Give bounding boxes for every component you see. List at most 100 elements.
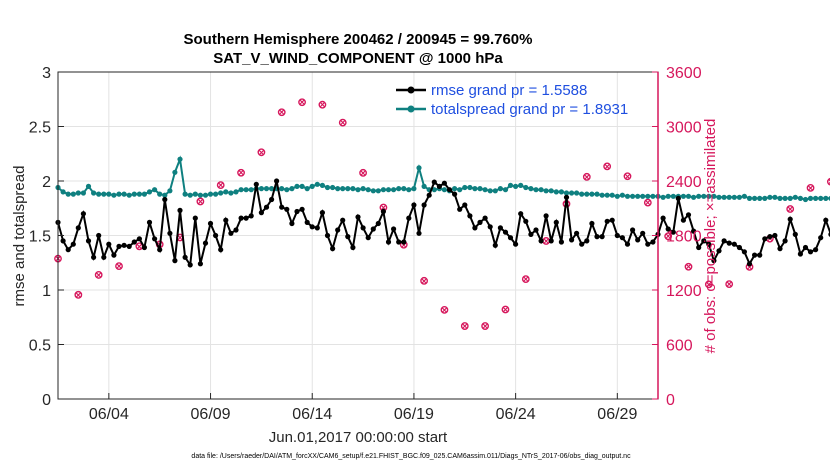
rmse-point (213, 232, 219, 239)
totalspread-point (507, 182, 514, 188)
totalspread-point (187, 192, 193, 198)
totalspread-point (416, 165, 422, 171)
y-right-tick-label: 3600 (666, 65, 702, 82)
totalspread-point (340, 186, 346, 192)
rmse-point (645, 241, 651, 247)
rmse-point (619, 235, 626, 241)
y-axis-title: rmse and totalspread (11, 166, 28, 307)
rmse-point (167, 230, 173, 236)
rmse-point (294, 208, 300, 215)
rmse-point (670, 229, 676, 235)
rmse-point (80, 211, 86, 217)
totalspread-point (467, 184, 473, 191)
rmse-point (635, 237, 641, 243)
obs-possible-marker (806, 184, 815, 192)
data-file-footnote: data file: /Users/raeder/DAI/ATM_forcXX/… (191, 453, 631, 460)
obs-assimilated-marker: × (543, 236, 549, 247)
totalspread-point (706, 193, 712, 199)
totalspread-point (350, 186, 356, 192)
rmse-point (685, 212, 692, 218)
totalspread-point (696, 193, 702, 199)
rmse-point (630, 227, 636, 233)
totalspread-point (65, 191, 71, 197)
rmse-point (391, 226, 397, 232)
totalspread-point (345, 186, 351, 192)
totalspread-point (548, 188, 554, 194)
obs-assimilated-marker: × (625, 172, 631, 183)
totalspread-point (589, 191, 595, 197)
obs-assimilated-marker: × (462, 322, 468, 333)
obs-assimilated-marker: × (665, 232, 671, 243)
rmse-point (518, 211, 524, 217)
y-tick-label: 0 (42, 392, 51, 409)
totalspread-point (218, 190, 224, 196)
rmse-point (309, 224, 315, 230)
totalspread-point (152, 187, 158, 193)
totalspread-point (365, 187, 371, 193)
y-right-tick-label: 0 (666, 392, 675, 409)
totalspread-point (238, 187, 244, 193)
y-tick-label: 2.5 (29, 120, 51, 137)
totalspread-point (355, 187, 361, 193)
totalspread-point (146, 189, 153, 195)
rmse-point (330, 246, 336, 252)
rmse-point (767, 234, 773, 240)
totalspread-point (685, 193, 692, 199)
totalspread-point (711, 193, 717, 199)
rmse-point (253, 181, 259, 187)
rmse-point (650, 239, 656, 245)
obs-possible-marker (237, 168, 245, 177)
totalspread-point (630, 193, 636, 199)
rmse-point (360, 225, 366, 231)
rmse-point (762, 236, 768, 242)
y-tick-label: 3 (42, 65, 51, 82)
rmse-point (752, 252, 758, 258)
y-tick-label: 1 (42, 283, 51, 300)
obs-assimilated-marker: × (116, 262, 122, 273)
obs-assimilated-marker: × (584, 172, 590, 183)
totalspread-point (75, 190, 81, 196)
totalspread-point (518, 182, 524, 188)
rmse-point (355, 214, 361, 220)
totalspread-point (121, 191, 127, 197)
axes: 0 0.5 1 1.5 2 2.5 3 0 600 1200 1800 2400 3000 3600 06/… (29, 65, 702, 423)
totalspread-point (502, 187, 509, 193)
rmse-point (711, 258, 717, 264)
totalspread-point (558, 189, 565, 195)
obs-assimilated-marker: × (787, 204, 793, 215)
obs-assimilated-marker: × (218, 181, 224, 192)
totalspread-point (487, 188, 493, 194)
totalspread-point (569, 190, 575, 196)
totalspread-point (319, 182, 325, 188)
rmse-point (523, 218, 529, 224)
totalspread-point (401, 186, 407, 192)
chart-title-line2: SAT_V_WIND_COMPONENT @ 1000 hPa (213, 50, 503, 67)
obs-assimilated-marker: × (299, 98, 305, 109)
rmse-point (726, 240, 732, 246)
totalspread-point (767, 194, 773, 200)
rmse-point (757, 252, 763, 258)
obs-possible-marker (603, 162, 612, 171)
totalspread-point (289, 186, 295, 192)
obs-possible-marker (582, 172, 591, 181)
rmse-point (274, 178, 280, 184)
rmse-point (472, 225, 478, 231)
totalspread-point (284, 187, 290, 193)
rmse-point (116, 243, 122, 249)
rmse-point (258, 210, 264, 216)
rmse-point (731, 241, 737, 247)
obs-possible-marker (196, 197, 205, 206)
totalspread-point (233, 189, 239, 195)
rmse-point (289, 220, 295, 227)
obs-assimilated-marker: × (360, 168, 366, 179)
rmse-point (533, 227, 539, 233)
obs-possible-marker (501, 305, 510, 314)
obs-possible-marker (704, 280, 713, 289)
totalspread-point (391, 187, 397, 193)
totalspread-point (497, 186, 503, 192)
rmse-point (187, 262, 193, 268)
totalspread-point (802, 196, 809, 203)
rmse-point (233, 227, 239, 233)
rmse-point (696, 244, 702, 251)
totalspread-point (70, 191, 76, 197)
